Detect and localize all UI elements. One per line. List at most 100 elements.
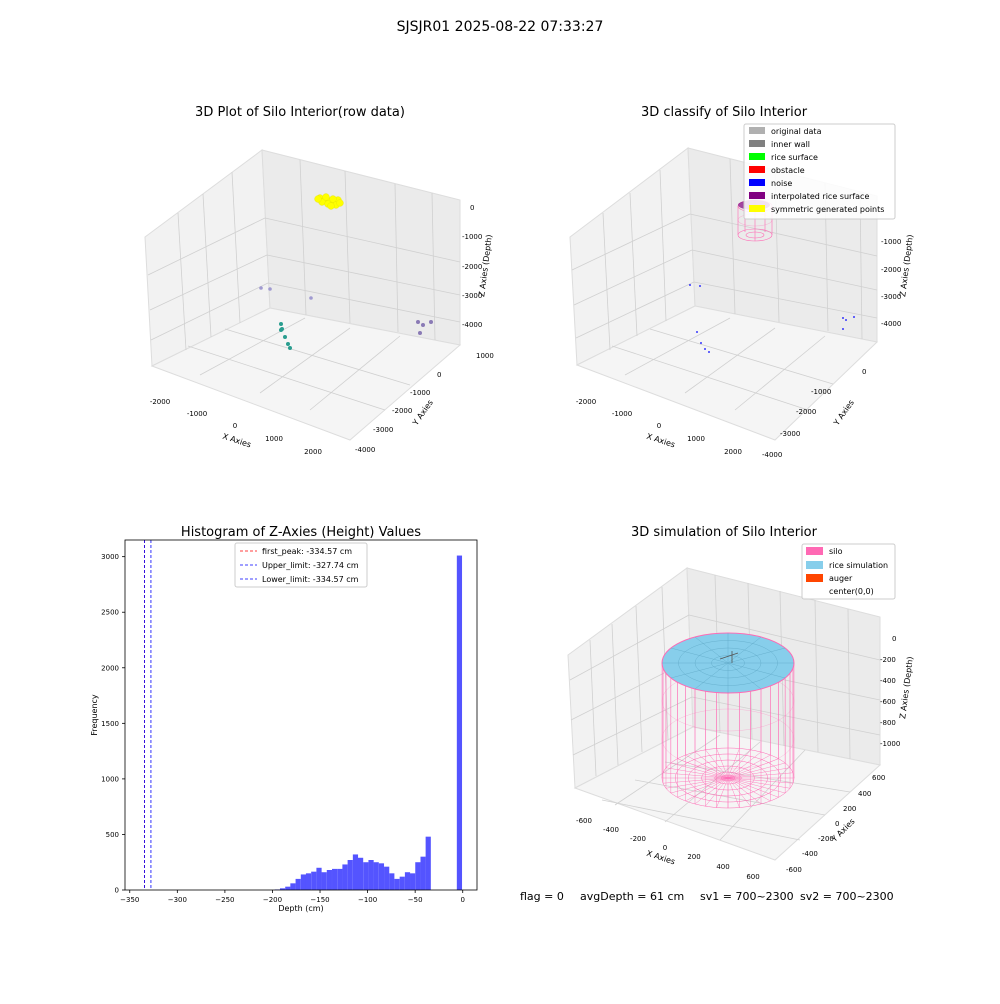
hist-ytick-label: 500 bbox=[106, 831, 119, 839]
hist-bar bbox=[373, 862, 379, 890]
cls-legend-label: noise bbox=[771, 179, 792, 188]
silo-wireframe bbox=[661, 632, 795, 809]
hist-axes-frame bbox=[124, 539, 478, 891]
figure-title: SJSJR01 2025-08-22 07:33:27 bbox=[397, 19, 604, 35]
hist-bar bbox=[316, 867, 322, 890]
cls-legend-label: inner wall bbox=[771, 140, 810, 149]
sim-z-ticks: 0 -200 -400 -600 -800 -1000 bbox=[880, 635, 900, 748]
silo-radial-line bbox=[727, 777, 762, 805]
raw-ytick: -3000 bbox=[373, 426, 393, 434]
hist-bar bbox=[305, 873, 312, 890]
sim-ztick: -400 bbox=[880, 677, 896, 685]
legend-swatch-original bbox=[749, 127, 765, 134]
hist-bar bbox=[389, 873, 395, 890]
silo-radial-line bbox=[727, 777, 786, 794]
silo-radial-line bbox=[727, 762, 786, 779]
hist-vlines bbox=[144, 540, 152, 890]
sim-title: 3D simulation of Silo Interior bbox=[631, 525, 818, 540]
hist-bar bbox=[420, 856, 426, 890]
hist-title: Histogram of Z-Axies (Height) Values bbox=[181, 525, 421, 540]
hist-xtick-label: −350 bbox=[120, 896, 139, 904]
cls-ytick: -4000 bbox=[762, 451, 782, 459]
raw-point-surface bbox=[329, 195, 337, 203]
cls-legend-label: interpolated rice surface bbox=[771, 192, 869, 201]
status-line: flag = 0 avgDepth = 61 cm sv1 = 700~2300… bbox=[520, 890, 894, 903]
raw-y-ticks: 1000 0 -1000 -2000 -3000 -4000 bbox=[355, 352, 494, 454]
hist-bar bbox=[378, 863, 385, 890]
cls-point-noise bbox=[842, 328, 844, 330]
hist-bar bbox=[363, 862, 369, 890]
sim-ytick: 400 bbox=[858, 790, 871, 798]
cls-point-noise bbox=[853, 316, 855, 318]
legend-swatch-obstacle bbox=[749, 166, 765, 173]
cls-y-ticks: 0 -1000 -2000 -3000 -4000 bbox=[762, 368, 866, 459]
hist-bar bbox=[295, 878, 301, 890]
hist-bar bbox=[342, 864, 348, 890]
silo-radial-line bbox=[694, 777, 729, 805]
silo-radial-line bbox=[727, 772, 794, 779]
raw-point-noise bbox=[283, 335, 287, 339]
hist-bar bbox=[321, 872, 327, 890]
raw-point-surface bbox=[336, 199, 344, 207]
sim-xtick: 0 bbox=[663, 844, 667, 852]
cls-ytick: -3000 bbox=[780, 430, 800, 438]
legend-swatch-rice bbox=[749, 153, 765, 160]
sim-x-ticks: -600 -400 -200 0 200 400 600 bbox=[576, 817, 760, 881]
hist-bar bbox=[352, 854, 359, 890]
raw-point-surface bbox=[327, 202, 335, 210]
hist-yticks: 0 500 1000 1500 2000 2500 3000 bbox=[101, 553, 125, 895]
silo-radial-line bbox=[694, 751, 729, 779]
status-avg-depth: avgDepth = 61 cm bbox=[580, 890, 684, 903]
hist-ytick-label: 2500 bbox=[101, 609, 119, 617]
cls-xtick: 1000 bbox=[687, 435, 705, 443]
raw-ztick: -4000 bbox=[462, 321, 482, 329]
hist-bar bbox=[415, 862, 421, 890]
hist-xtick-label: −300 bbox=[168, 896, 187, 904]
hist-bar bbox=[311, 871, 317, 890]
hist-xtick-label: 0 bbox=[460, 896, 464, 904]
hist-legend-label: Lower_limit: -334.57 cm bbox=[262, 575, 359, 584]
cls-xtick: -1000 bbox=[612, 410, 632, 418]
hist-ytick-label: 1500 bbox=[101, 720, 119, 728]
legend-swatch-auger bbox=[806, 574, 823, 582]
sim-legend-box bbox=[801, 543, 896, 600]
sim-xlabel: X Axies bbox=[645, 849, 676, 867]
raw-ztick: -2000 bbox=[462, 263, 482, 271]
hist-legend: first_peak: -334.57 cm Upper_limit: -327… bbox=[234, 542, 368, 588]
silo-radial-line bbox=[727, 767, 791, 779]
sim-ytick: 600 bbox=[872, 774, 885, 782]
hist-ytick-label: 1000 bbox=[101, 775, 119, 783]
silo-radial-line bbox=[670, 762, 729, 779]
hist-xtick-label: −50 bbox=[408, 896, 423, 904]
hist-bar bbox=[399, 876, 405, 890]
legend-swatch-rice-sim bbox=[806, 561, 823, 569]
raw-scatter-points bbox=[259, 193, 433, 350]
hist-bar bbox=[326, 870, 332, 890]
sim-xtick: -600 bbox=[576, 817, 592, 825]
cls-legend-label: obstacle bbox=[771, 166, 805, 175]
raw-x-ticks: -2000 -1000 0 1000 2000 bbox=[150, 398, 322, 456]
hist-xtick-label: −100 bbox=[358, 896, 377, 904]
sim-xtick: 400 bbox=[716, 863, 729, 871]
raw-point-noise bbox=[288, 346, 292, 350]
raw-point-wall bbox=[418, 331, 422, 335]
legend-swatch-symmetric bbox=[749, 205, 765, 212]
cls-point-noise bbox=[696, 331, 698, 333]
cls-ztick: -1000 bbox=[881, 238, 901, 246]
raw-ytick: -1000 bbox=[410, 389, 430, 397]
cls-point-noise bbox=[699, 285, 701, 287]
sim-ztick: -1000 bbox=[880, 740, 900, 748]
raw-xlabel: X Axies bbox=[221, 432, 252, 450]
raw-point-surface bbox=[322, 193, 330, 201]
silo-radial-line bbox=[727, 777, 771, 802]
cls-xtick: 2000 bbox=[724, 448, 742, 456]
hist-bar bbox=[394, 878, 400, 890]
sim-ztick: -800 bbox=[880, 719, 896, 727]
cls-point-noise bbox=[842, 317, 844, 319]
sim-legend-label: rice simulation bbox=[829, 561, 888, 570]
raw-ztick: -3000 bbox=[462, 292, 482, 300]
legend-swatch-wall bbox=[749, 140, 765, 147]
silo-radial-line bbox=[727, 754, 771, 779]
cls-legend-box bbox=[743, 123, 896, 220]
cls-x-ticks: -2000 -1000 0 1000 2000 bbox=[576, 398, 742, 456]
